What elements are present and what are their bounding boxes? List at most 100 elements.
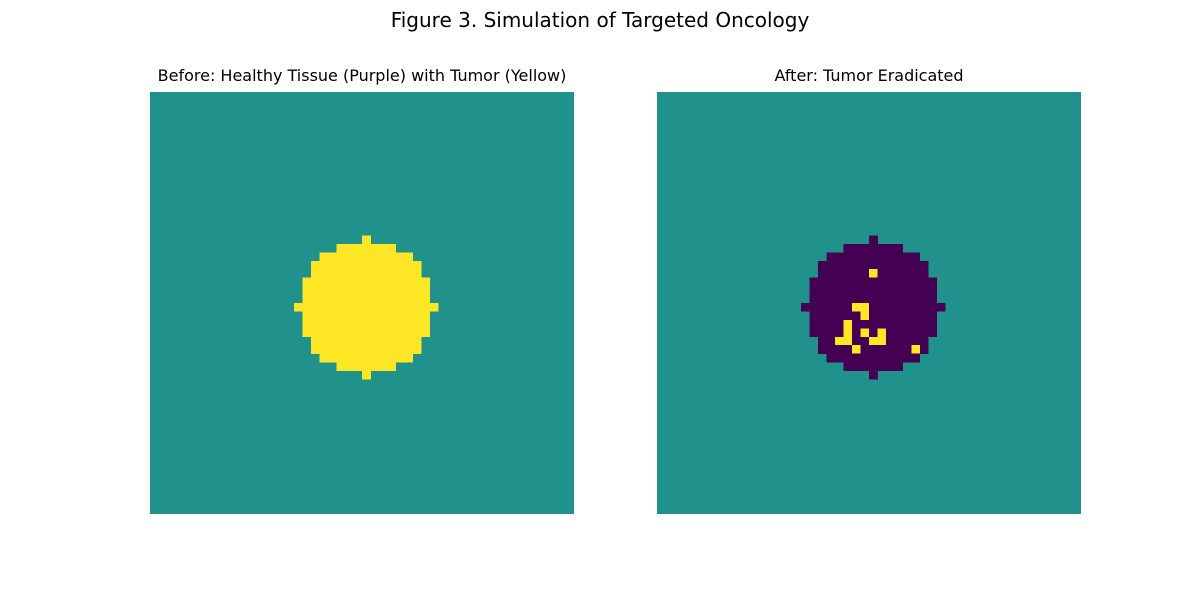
eradicated-cell bbox=[818, 319, 827, 329]
eradicated-cell bbox=[885, 277, 895, 287]
eradicated-cell bbox=[826, 319, 836, 329]
eradicated-cell bbox=[902, 286, 912, 295]
tumor-cell bbox=[404, 311, 414, 321]
eradicated-cell bbox=[818, 294, 827, 304]
tumor-cell bbox=[362, 328, 371, 338]
eradicated-cell bbox=[826, 336, 836, 346]
eradicated-cell bbox=[919, 277, 929, 287]
tumor-cell bbox=[378, 277, 388, 287]
tumor-cell bbox=[370, 269, 380, 278]
eradicated-cell bbox=[885, 328, 895, 338]
eradicated-cell bbox=[860, 353, 870, 363]
tumor-cell bbox=[421, 303, 431, 312]
eradicated-cell bbox=[911, 269, 921, 278]
tumor-cell bbox=[362, 319, 371, 329]
eradicated-cell bbox=[911, 286, 921, 295]
tumor-cell bbox=[404, 319, 414, 329]
tumor-cell bbox=[336, 286, 346, 295]
tumor-cell bbox=[362, 294, 371, 304]
tumor-cell bbox=[370, 252, 380, 262]
tumor-cell bbox=[345, 243, 354, 253]
residual-tumor-cell bbox=[852, 303, 861, 312]
eradicated-cell bbox=[902, 328, 912, 338]
eradicated-cell bbox=[928, 286, 938, 295]
tumor-cell bbox=[345, 336, 354, 346]
after-panel-title: After: Tumor Eradicated bbox=[774, 66, 964, 85]
tumor-cell bbox=[345, 286, 354, 295]
eradicated-cell bbox=[902, 269, 912, 278]
tumor-cell bbox=[421, 319, 431, 329]
tumor-cell bbox=[395, 260, 405, 270]
tumor-cell bbox=[328, 252, 337, 262]
tumor-cell bbox=[319, 277, 329, 287]
eradicated-cell bbox=[852, 294, 861, 304]
eradicated-cell bbox=[911, 277, 921, 287]
eradicated-cell bbox=[869, 362, 878, 371]
eradicated-cell bbox=[911, 336, 921, 346]
eradicated-cell bbox=[843, 345, 853, 354]
eradicated-cell bbox=[852, 243, 861, 253]
eradicated-cell bbox=[801, 303, 810, 312]
tumor-cell bbox=[319, 269, 329, 278]
tumor-cell bbox=[362, 252, 371, 262]
eradicated-cell bbox=[835, 269, 844, 278]
tumor-cell bbox=[370, 336, 380, 346]
tumor-cell bbox=[345, 294, 354, 304]
eradicated-cell bbox=[911, 319, 921, 329]
eradicated-cell bbox=[928, 277, 938, 287]
tumor-cell bbox=[353, 260, 363, 270]
eradicated-cell bbox=[826, 345, 836, 354]
tumor-cell bbox=[353, 328, 363, 338]
residual-tumor-cell bbox=[843, 328, 853, 338]
tumor-cell bbox=[387, 260, 397, 270]
tumor-cell bbox=[370, 353, 380, 363]
eradicated-cell bbox=[894, 260, 904, 270]
tumor-cell bbox=[395, 328, 405, 338]
tumor-cell bbox=[387, 345, 397, 354]
eradicated-cell bbox=[835, 311, 844, 321]
tumor-cell bbox=[378, 311, 388, 321]
tumor-cell bbox=[302, 328, 312, 338]
tumor-cell bbox=[429, 303, 439, 312]
eradicated-cell bbox=[843, 243, 853, 253]
eradicated-cell bbox=[818, 269, 827, 278]
tumor-cell bbox=[328, 294, 337, 304]
tumor-cell bbox=[370, 319, 380, 329]
tumor-cell bbox=[319, 260, 329, 270]
tumor-cell bbox=[345, 345, 354, 354]
tumor-cell bbox=[387, 311, 397, 321]
tumor-cell bbox=[404, 328, 414, 338]
eradicated-cell bbox=[835, 319, 844, 329]
tumor-cell bbox=[404, 303, 414, 312]
eradicated-cell bbox=[809, 328, 819, 338]
tumor-cell bbox=[319, 319, 329, 329]
eradicated-cell bbox=[919, 319, 929, 329]
tumor-cell bbox=[328, 353, 337, 363]
eradicated-cell bbox=[928, 294, 938, 304]
eradicated-cell bbox=[911, 260, 921, 270]
eradicated-cell bbox=[885, 294, 895, 304]
eradicated-cell bbox=[894, 243, 904, 253]
tumor-cell bbox=[395, 294, 405, 304]
eradicated-cell bbox=[860, 286, 870, 295]
eradicated-cell bbox=[902, 336, 912, 346]
eradicated-cell bbox=[911, 252, 921, 262]
tumor-cell bbox=[404, 353, 414, 363]
eradicated-cell bbox=[826, 303, 836, 312]
eradicated-cell bbox=[843, 303, 853, 312]
tumor-cell bbox=[345, 328, 354, 338]
eradicated-cell bbox=[826, 260, 836, 270]
tumor-cell bbox=[328, 328, 337, 338]
eradicated-cell bbox=[852, 260, 861, 270]
tumor-cell bbox=[387, 243, 397, 253]
eradicated-cell bbox=[818, 311, 827, 321]
before-heatmap bbox=[150, 92, 574, 514]
eradicated-cell bbox=[835, 260, 844, 270]
eradicated-cell bbox=[852, 286, 861, 295]
eradicated-cell bbox=[826, 353, 836, 363]
eradicated-cell bbox=[826, 277, 836, 287]
tumor-cell bbox=[336, 328, 346, 338]
residual-tumor-cell bbox=[860, 303, 870, 312]
tumor-cell bbox=[302, 311, 312, 321]
eradicated-cell bbox=[852, 311, 861, 321]
